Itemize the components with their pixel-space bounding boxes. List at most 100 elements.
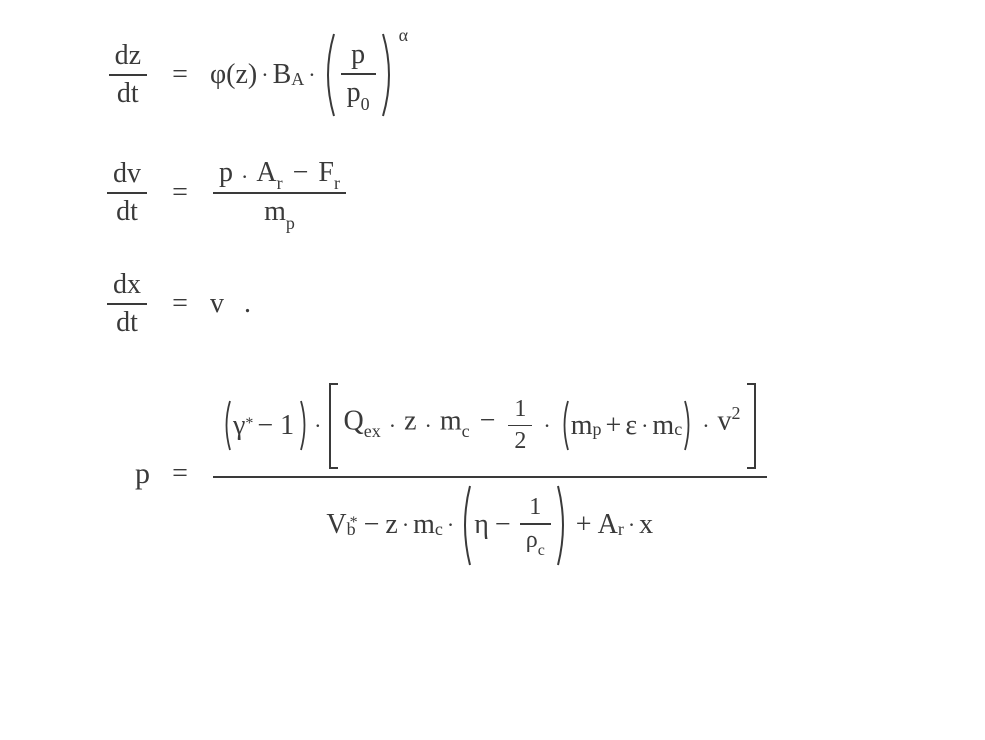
cdot: · bbox=[241, 164, 248, 189]
mc2-sub: c bbox=[674, 419, 682, 440]
mp-sub: p bbox=[593, 419, 602, 440]
big-paren: p p0 bbox=[320, 30, 397, 120]
rho: ρ bbox=[526, 527, 538, 553]
Q: Q bbox=[344, 405, 364, 436]
rho-sub: c bbox=[538, 542, 545, 559]
p-over-p0: p p0 bbox=[341, 37, 376, 112]
cdot: · bbox=[425, 413, 432, 438]
mc-m: m bbox=[440, 405, 462, 436]
half-num: 1 bbox=[508, 394, 532, 425]
eq2-lhs-num: dv bbox=[107, 156, 147, 192]
p0-sub: 0 bbox=[361, 94, 370, 114]
rho-den: ρc bbox=[520, 525, 551, 558]
mc-m: m bbox=[413, 509, 435, 541]
bracket-content: Qex · z · mc − 1 2 · bbox=[340, 394, 745, 458]
eq2-rhs: p · Ar − Fr mp bbox=[210, 155, 935, 232]
equals-sign: = bbox=[150, 288, 210, 320]
cdot: · bbox=[314, 413, 321, 439]
rbracket-icon bbox=[745, 381, 759, 471]
eq2-rhs-frac: p · Ar − Fr mp bbox=[213, 155, 346, 232]
cdot: · bbox=[308, 62, 315, 88]
rparen-icon bbox=[298, 398, 310, 453]
minus: − bbox=[495, 509, 511, 541]
eq2-num: p · Ar − Fr bbox=[213, 155, 346, 192]
Ar-A: A bbox=[256, 157, 276, 188]
v: v bbox=[718, 405, 732, 436]
eq2-lhs: dv dt bbox=[50, 156, 150, 230]
lparen-icon bbox=[221, 398, 233, 453]
alpha-exp: α bbox=[399, 25, 408, 46]
one-over-rho: 1 ρc bbox=[520, 492, 551, 558]
mp-paren: mp + ε · mc bbox=[559, 398, 694, 453]
equals-sign: = bbox=[150, 59, 210, 91]
z-arg: (z) bbox=[226, 59, 257, 91]
eq4-main-frac: γ* − 1 · Qex · z · mc bbox=[213, 376, 767, 573]
equation-block: dz dt = φ (z) · B A · p bbox=[50, 30, 935, 573]
cdot: · bbox=[628, 512, 635, 538]
gamma-content: γ* − 1 bbox=[233, 410, 298, 442]
gamma-paren: γ* − 1 bbox=[221, 398, 310, 453]
v-sup: 2 bbox=[732, 403, 741, 423]
eq1-lhs-num: dz bbox=[109, 38, 147, 74]
eq1-lhs-frac: dz dt bbox=[109, 38, 147, 112]
V: V bbox=[326, 509, 346, 541]
eps: ε bbox=[625, 410, 637, 442]
p: p bbox=[135, 457, 150, 491]
eq1-lhs-den: dt bbox=[111, 76, 145, 112]
mp-sub: p bbox=[286, 213, 295, 233]
Fr-F: F bbox=[318, 157, 334, 188]
rparen-icon bbox=[682, 398, 694, 453]
period: . bbox=[244, 288, 251, 320]
mc-sub: c bbox=[435, 519, 443, 540]
cdot: · bbox=[447, 512, 454, 538]
eta-paren: η − 1 ρc bbox=[458, 483, 570, 568]
v: v bbox=[210, 288, 224, 320]
plus: + bbox=[606, 410, 622, 442]
cdot: · bbox=[702, 413, 709, 438]
equation-2: dv dt = p · Ar − Fr mp bbox=[50, 155, 935, 232]
paren-content: p p0 bbox=[338, 37, 379, 112]
Ar-sub: r bbox=[618, 519, 624, 540]
minus: − bbox=[293, 157, 309, 188]
cdot: · bbox=[389, 413, 396, 438]
one: 1 bbox=[523, 492, 547, 523]
cdot: · bbox=[641, 413, 648, 439]
minus: − bbox=[364, 509, 380, 541]
Ar-sub: r bbox=[277, 173, 283, 193]
eq2-lhs-frac: dv dt bbox=[107, 156, 147, 230]
equals-sign: = bbox=[150, 458, 210, 490]
eq3-lhs-den: dt bbox=[110, 305, 144, 341]
cdot: · bbox=[402, 512, 409, 538]
lparen-icon bbox=[559, 398, 571, 453]
cdot: · bbox=[543, 413, 550, 438]
rparen-icon bbox=[554, 483, 570, 568]
mc-sub: c bbox=[462, 421, 470, 441]
p: p bbox=[219, 157, 233, 188]
mp-m: m bbox=[571, 410, 593, 442]
equation-4: p = γ* − 1 · bbox=[50, 376, 935, 573]
minus1: − 1 bbox=[257, 410, 294, 442]
mp-m: m bbox=[264, 196, 286, 227]
eq2-lhs-den: dt bbox=[110, 194, 144, 230]
paren-power: p p0 α bbox=[320, 30, 408, 120]
eq1-rhs: φ (z) · B A · p p0 bbox=[210, 30, 935, 120]
rparen-icon bbox=[379, 30, 397, 120]
eq2-den: mp bbox=[258, 194, 301, 231]
V-sup: * bbox=[350, 514, 358, 532]
x: x bbox=[639, 509, 653, 541]
minus: − bbox=[480, 405, 496, 436]
Q-sub: ex bbox=[364, 421, 381, 441]
eq3-lhs: dx dt bbox=[50, 267, 150, 341]
Fr-sub: r bbox=[334, 173, 340, 193]
equation-1: dz dt = φ (z) · B A · p bbox=[50, 30, 935, 120]
frac-num: p bbox=[345, 37, 371, 73]
equals-sign: = bbox=[150, 177, 210, 209]
mc2-m: m bbox=[652, 410, 674, 442]
half-den: 2 bbox=[508, 426, 532, 457]
lparen-icon bbox=[458, 483, 474, 568]
big-bracket: Qex · z · mc − 1 2 · bbox=[326, 381, 759, 471]
eq4-denominator: Vb* − z · mc · η − 1 bbox=[318, 478, 661, 573]
z: z bbox=[385, 509, 397, 541]
B-sub: A bbox=[291, 69, 304, 90]
eq3-lhs-num: dx bbox=[107, 267, 147, 303]
